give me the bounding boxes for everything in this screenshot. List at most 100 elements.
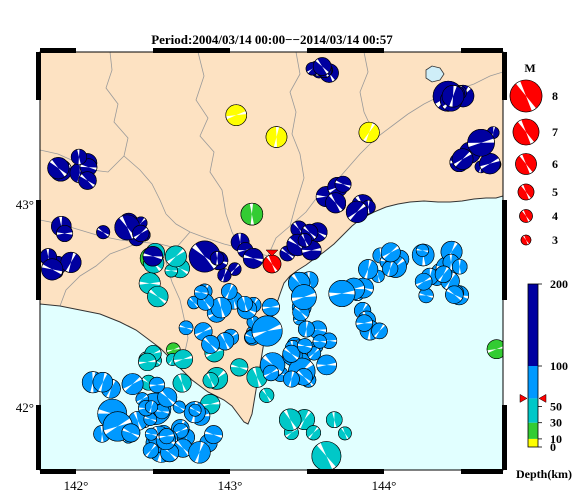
focal-mechanism-symbol (242, 247, 264, 269)
focal-mechanism-symbol (158, 428, 175, 445)
magnitude-legend-symbol (517, 183, 535, 201)
focal-mechanism-symbol (230, 358, 249, 377)
focal-mechanism-symbol (298, 320, 315, 338)
focal-mechanism-symbol (148, 376, 166, 394)
magnitude-legend-symbol (519, 209, 533, 223)
focal-mechanism-symbol (371, 322, 388, 340)
depth-marker-left (519, 393, 528, 403)
focal-mechanism-symbol (261, 298, 280, 317)
focal-mechanism-symbol (305, 425, 321, 441)
focal-mechanism-symbol (311, 441, 342, 470)
focal-mechanism-symbol (121, 423, 141, 443)
focal-mechanism-symbol (445, 285, 464, 304)
focal-mechanism-symbol (338, 426, 352, 441)
focal-mechanism-symbol (240, 202, 264, 226)
focal-mechanism-symbol (486, 339, 503, 359)
focal-mechanism-symbol (147, 285, 169, 308)
focal-mechanism-symbol (467, 129, 495, 157)
focal-mechanism-symbol (380, 242, 401, 263)
map-frame-ticks (36, 48, 507, 474)
focal-mechanism-symbol (355, 314, 373, 332)
focal-mechanism-symbol (382, 260, 399, 277)
focal-mechanism-symbol (188, 441, 211, 464)
focal-mechanism-symbol (188, 240, 221, 273)
focal-mechanism-symbol (441, 85, 465, 108)
depth-tick-label: 100 (550, 359, 568, 373)
magnitude-legend-symbol (509, 79, 543, 113)
magnitude-legend-label: 4 (552, 209, 558, 223)
focal-mechanism-symbol (217, 268, 232, 283)
depth-tick-label: 200 (550, 277, 568, 291)
focal-mechanism-symbol (172, 400, 186, 414)
magnitude-legend-symbol (512, 118, 540, 146)
depth-legend-title: Depth(km) (516, 467, 572, 481)
depth-tick-label: 10 (550, 432, 562, 446)
focal-mechanism-symbol (143, 412, 158, 426)
magnitude-legend-label: 3 (552, 233, 558, 247)
focal-mechanism-symbol (194, 285, 209, 300)
magnitude-legend: M 8 7 6 5 4 3 (509, 61, 558, 247)
focal-mechanism-symbol (178, 320, 194, 335)
focal-mechanism-symbol (358, 259, 379, 280)
focal-mechanism-symbol (312, 57, 332, 76)
focal-mechanism-symbol (225, 104, 247, 126)
focal-mechanism-symbol (297, 233, 313, 248)
x-tick-label: 142° (64, 478, 89, 493)
focal-mechanism-symbol (325, 192, 347, 214)
focal-mechanism-symbol (451, 148, 474, 170)
focal-mechanism-symbol (418, 287, 434, 304)
focal-mechanism-symbol (283, 370, 300, 388)
focal-mechanism-symbol (78, 171, 97, 190)
focal-mechanism-symbol (132, 224, 150, 242)
focal-mechanism-symbol (142, 442, 159, 459)
x-tick-label: 144° (372, 478, 397, 493)
hokkaido-land (40, 52, 503, 424)
focal-mechanism-symbol (172, 373, 192, 393)
depth-legend: 200 100 50 30 100 Depth(km) (516, 277, 572, 481)
depth-tick-label: 50 (550, 400, 562, 414)
magnitude-legend-label: 8 (552, 89, 558, 103)
focal-mechanism-symbol (434, 265, 453, 283)
focal-mechanism-symbol (165, 245, 187, 268)
focal-mechanism-symbol (188, 403, 202, 417)
focal-mechanism-symbol (96, 225, 111, 240)
main-event-symbol (262, 254, 282, 274)
focal-mechanism-symbol (121, 373, 144, 395)
focal-mechanism-symbol (41, 258, 64, 281)
focal-mechanism-symbol (297, 338, 313, 354)
magnitude-legend-symbol (520, 234, 532, 246)
focal-mechanism-symbol (291, 284, 317, 310)
focal-mechanism-symbol (144, 427, 158, 441)
focal-mechanism-symbol (138, 352, 157, 372)
focal-mechanism-symbol (282, 344, 301, 363)
focal-mechanism-symbol (70, 148, 88, 166)
magnitude-legend-title: M (524, 61, 535, 75)
focal-mechanism-symbol (265, 126, 288, 148)
focal-mechanism-symbol (209, 251, 225, 266)
focal-mechanism-symbol (173, 349, 193, 370)
depth-tick-label: 30 (550, 416, 562, 430)
magnitude-legend-label: 7 (552, 125, 558, 139)
focal-mechanism-symbol (56, 225, 74, 242)
focal-mechanism-symbol (251, 315, 283, 347)
depth-tick-label: 0 (550, 440, 556, 454)
focal-mechanism-symbol (92, 372, 113, 393)
focal-mechanism-symbol (312, 334, 327, 349)
lake (425, 65, 445, 83)
focal-mechanism-symbol (216, 332, 235, 351)
focal-mechanism-symbol (47, 157, 70, 180)
focal-mechanism-symbol (60, 251, 82, 273)
focal-mechanism-symbol (157, 387, 178, 408)
focal-mechanism-symbol (202, 372, 219, 389)
focal-mechanism-symbol (479, 152, 501, 175)
focal-mechanism-symbol (279, 408, 302, 431)
focal-mechanism-symbol (172, 422, 189, 439)
focal-mechanism-symbol (358, 121, 380, 143)
focal-mechanism-symbol (204, 425, 223, 444)
focal-mechanism-symbols (40, 57, 503, 470)
magnitude-legend-label: 6 (552, 157, 558, 171)
magnitude-legend-label: 5 (552, 185, 558, 199)
focal-mechanism-symbol (201, 335, 220, 354)
map-area (40, 52, 503, 470)
